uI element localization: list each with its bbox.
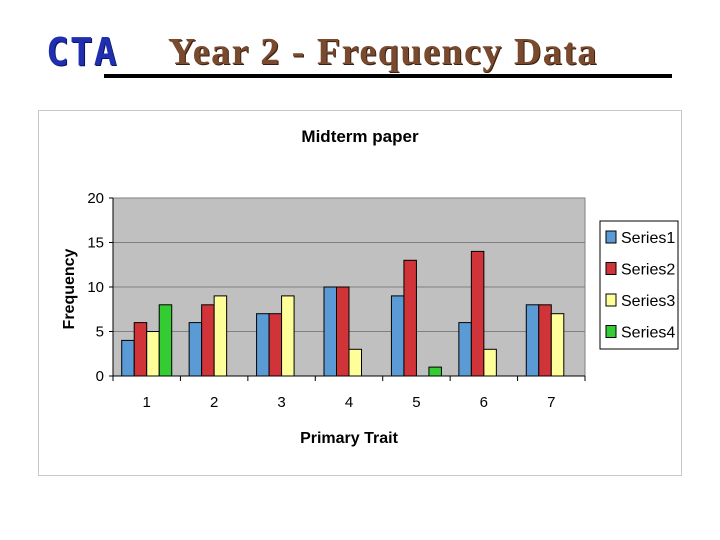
x-tick-label: 7 xyxy=(547,394,555,411)
legend-label: Series1 xyxy=(621,230,675,247)
bar-series1-cat1 xyxy=(121,339,135,377)
legend-swatch xyxy=(605,262,617,275)
bar-series3-cat3 xyxy=(281,295,295,377)
bar-series2-cat3 xyxy=(268,313,283,377)
y-tick-label: 0 xyxy=(96,368,104,385)
legend-swatch xyxy=(605,293,617,307)
x-tick-label: 4 xyxy=(345,394,353,411)
y-tick-label: 15 xyxy=(87,235,104,252)
title-underline xyxy=(104,74,672,78)
bar-series1-cat3 xyxy=(256,313,270,377)
y-tick-label: 5 xyxy=(96,324,104,341)
y-tick-label: 20 xyxy=(87,190,104,207)
bar-series1-cat6 xyxy=(458,322,472,377)
bar-series2-cat6 xyxy=(470,250,485,377)
y-axis-title: Frequency xyxy=(61,248,78,329)
legend-label: Series3 xyxy=(621,293,675,310)
bar-series3-cat7 xyxy=(550,313,565,377)
bar-series4-cat5 xyxy=(428,366,442,377)
y-tick-label: 10 xyxy=(87,279,104,296)
bar-series3-cat1 xyxy=(146,331,160,377)
bar-series2-cat2 xyxy=(201,304,215,377)
legend: Series1 Series2 Series3 Series4 xyxy=(599,220,679,350)
bar-series1-cat4 xyxy=(323,286,337,377)
chart-title: Midterm paper xyxy=(301,127,419,146)
x-tick-label: 1 xyxy=(143,394,151,411)
bar-series3-cat6 xyxy=(483,348,497,377)
x-tick-label: 3 xyxy=(277,394,285,411)
logo: CTA xyxy=(46,30,118,74)
bar-series1-cat7 xyxy=(525,304,540,377)
bar-series1-cat5 xyxy=(390,295,405,377)
bar-series4-cat1 xyxy=(158,304,173,377)
legend-swatch xyxy=(605,325,617,338)
x-axis-title: Primary Trait xyxy=(300,430,399,447)
bar-series3-cat4 xyxy=(348,348,362,377)
x-tick-label: 6 xyxy=(480,394,488,411)
legend-swatch xyxy=(605,230,617,244)
legend-label: Series4 xyxy=(621,325,675,342)
bar-series3-cat2 xyxy=(213,295,228,377)
bar-series2-cat1 xyxy=(133,322,148,377)
x-tick-label: 5 xyxy=(412,394,420,411)
slide-title: Year 2 - Frequency Data xyxy=(168,31,598,73)
bar-series1-cat2 xyxy=(188,322,203,377)
bar-series2-cat5 xyxy=(403,259,417,377)
legend-label: Series2 xyxy=(621,262,675,279)
bar-series2-cat4 xyxy=(336,286,350,377)
bar-series2-cat7 xyxy=(538,304,552,377)
x-tick-label: 2 xyxy=(210,394,218,411)
